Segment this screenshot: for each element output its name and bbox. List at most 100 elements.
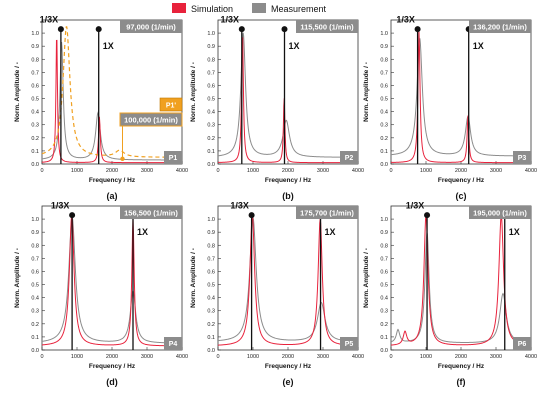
simulation-line	[217, 215, 359, 346]
y-tick-label: 0.7	[31, 70, 39, 76]
legend-label-measurement: Measurement	[271, 4, 327, 14]
speed-badge	[469, 20, 531, 33]
chart-panels: 0.0 0.1 0.2 0.3 0.4 0.5 0.6 0.7 0.8 0.9 1.0 0 1000 20…	[14, 15, 537, 387]
measurement-line	[41, 41, 182, 161]
y-tick-label: 0.8	[380, 243, 388, 249]
y-tick-label: 0.6	[207, 269, 215, 275]
simulation-line	[41, 39, 182, 164]
simulation-line	[390, 214, 532, 346]
y-tick-label: 0.2	[31, 136, 39, 142]
speed-badge-text: 156,500 (1/min)	[124, 209, 178, 218]
order-marker-label: 1X	[509, 227, 520, 237]
x-tick-label: 0	[389, 168, 392, 174]
x-tick-label: 1000	[420, 168, 432, 174]
x-axis-label: Frequency / Hz	[89, 363, 136, 370]
position-badge-text: P5	[345, 341, 354, 348]
p1-prime-speed-badge	[119, 112, 183, 127]
speed-badge	[296, 206, 358, 219]
y-tick-label: 0.5	[31, 283, 39, 289]
y-tick-label: 0.0	[31, 348, 39, 354]
y-tick-label: 0.8	[380, 57, 388, 63]
x-tick-label: 3000	[141, 168, 153, 174]
x-axis-label: Frequency / Hz	[265, 363, 312, 370]
x-tick-label: 0	[216, 354, 219, 360]
y-tick-label: 0.6	[380, 83, 388, 89]
y-tick-label: 0.5	[207, 283, 215, 289]
position-badge	[164, 337, 182, 350]
y-tick-label: 0.9	[31, 44, 39, 50]
x-tick-label: 0	[40, 168, 43, 174]
panel-caption: (b)	[282, 191, 294, 201]
order-marker-label: 1/3X	[40, 15, 59, 25]
order-marker-dot	[57, 26, 64, 33]
p1-prime-speed-text: 100,000 (1/min)	[124, 116, 178, 125]
x-tick-label: 4000	[525, 168, 537, 174]
y-tick-label: 0.5	[31, 97, 39, 103]
position-badge-text: P2	[345, 155, 354, 162]
y-tick-label: 0.9	[380, 230, 388, 236]
y-tick-label: 0.2	[380, 322, 388, 328]
order-marker-label: 1X	[473, 41, 484, 51]
y-tick-label: 0.1	[380, 149, 388, 155]
speed-badge-text: 175,700 (1/min)	[300, 209, 354, 218]
y-tick-label: 0.3	[31, 123, 39, 129]
p1-prime-line	[41, 26, 183, 158]
panel-caption: (e)	[283, 377, 294, 387]
order-marker-label: 1/3X	[221, 15, 240, 25]
order-marker-label: 1X	[325, 227, 336, 237]
y-tick-label: 0.5	[380, 97, 388, 103]
order-marker-dot	[424, 212, 431, 219]
plot-frame	[41, 19, 183, 165]
order-marker-dot	[414, 26, 421, 33]
y-tick-label: 1.0	[207, 31, 215, 37]
y-tick-label: 0.7	[207, 256, 215, 262]
y-tick-label: 0.7	[207, 70, 215, 76]
y-tick-label: 1.0	[380, 31, 388, 37]
legend-label-simulation: Simulation	[191, 4, 233, 14]
position-badge-text: P3	[518, 155, 527, 162]
x-tick-label: 4000	[352, 168, 364, 174]
order-marker-dot	[238, 26, 245, 33]
y-tick-label: 0.6	[31, 83, 39, 89]
p1-prime-badge	[159, 97, 183, 112]
speed-badge	[469, 206, 531, 219]
y-tick-label: 0.0	[207, 162, 215, 168]
y-axis-label: Norm. Amplitude / -	[190, 62, 197, 122]
x-axis-label: Frequency / Hz	[265, 177, 312, 184]
measurement-line	[390, 38, 531, 157]
speed-badge-text: 195,000 (1/min)	[473, 209, 527, 218]
x-tick-label: 3000	[317, 168, 329, 174]
y-tick-label: 0.1	[207, 335, 215, 341]
simulation-line	[41, 215, 182, 347]
y-tick-label: 0.0	[380, 348, 388, 354]
y-tick-label: 0.3	[380, 123, 388, 129]
x-axis-label: Frequency / Hz	[89, 177, 136, 184]
order-marker-dot	[281, 26, 288, 33]
y-tick-label: 0.8	[31, 57, 39, 63]
order-marker-label: 1/3X	[51, 201, 70, 211]
speed-badge-text: 136,200 (1/min)	[473, 23, 527, 32]
y-tick-label: 0.5	[207, 97, 215, 103]
legend: Simulation Measurement	[172, 3, 327, 14]
chart-panel-3: 0.0 0.1 0.2 0.3 0.4 0.5 0.6 0.7 0.8 0.9 1.0 0 1000 20…	[363, 15, 537, 201]
x-tick-label: 1000	[247, 354, 259, 360]
order-marker-label: 1/3X	[230, 201, 249, 211]
y-tick-label: 0.3	[207, 309, 215, 315]
x-tick-label: 4000	[525, 354, 537, 360]
x-tick-label: 1000	[247, 168, 259, 174]
y-tick-label: 0.0	[207, 348, 215, 354]
x-tick-label: 0	[40, 354, 43, 360]
y-tick-label: 0.7	[380, 70, 388, 76]
position-badge	[164, 151, 182, 164]
order-marker-label: 1/3X	[406, 201, 425, 211]
speed-badge	[296, 20, 358, 33]
y-tick-label: 0.7	[380, 256, 388, 262]
x-tick-label: 3000	[490, 354, 502, 360]
y-tick-label: 0.0	[31, 162, 39, 168]
x-tick-label: 1000	[420, 354, 432, 360]
y-tick-label: 0.3	[31, 309, 39, 315]
panel-caption: (f)	[457, 377, 466, 387]
y-tick-label: 0.6	[380, 269, 388, 275]
y-tick-label: 0.4	[31, 110, 39, 116]
x-axis-label: Frequency / Hz	[438, 363, 485, 370]
